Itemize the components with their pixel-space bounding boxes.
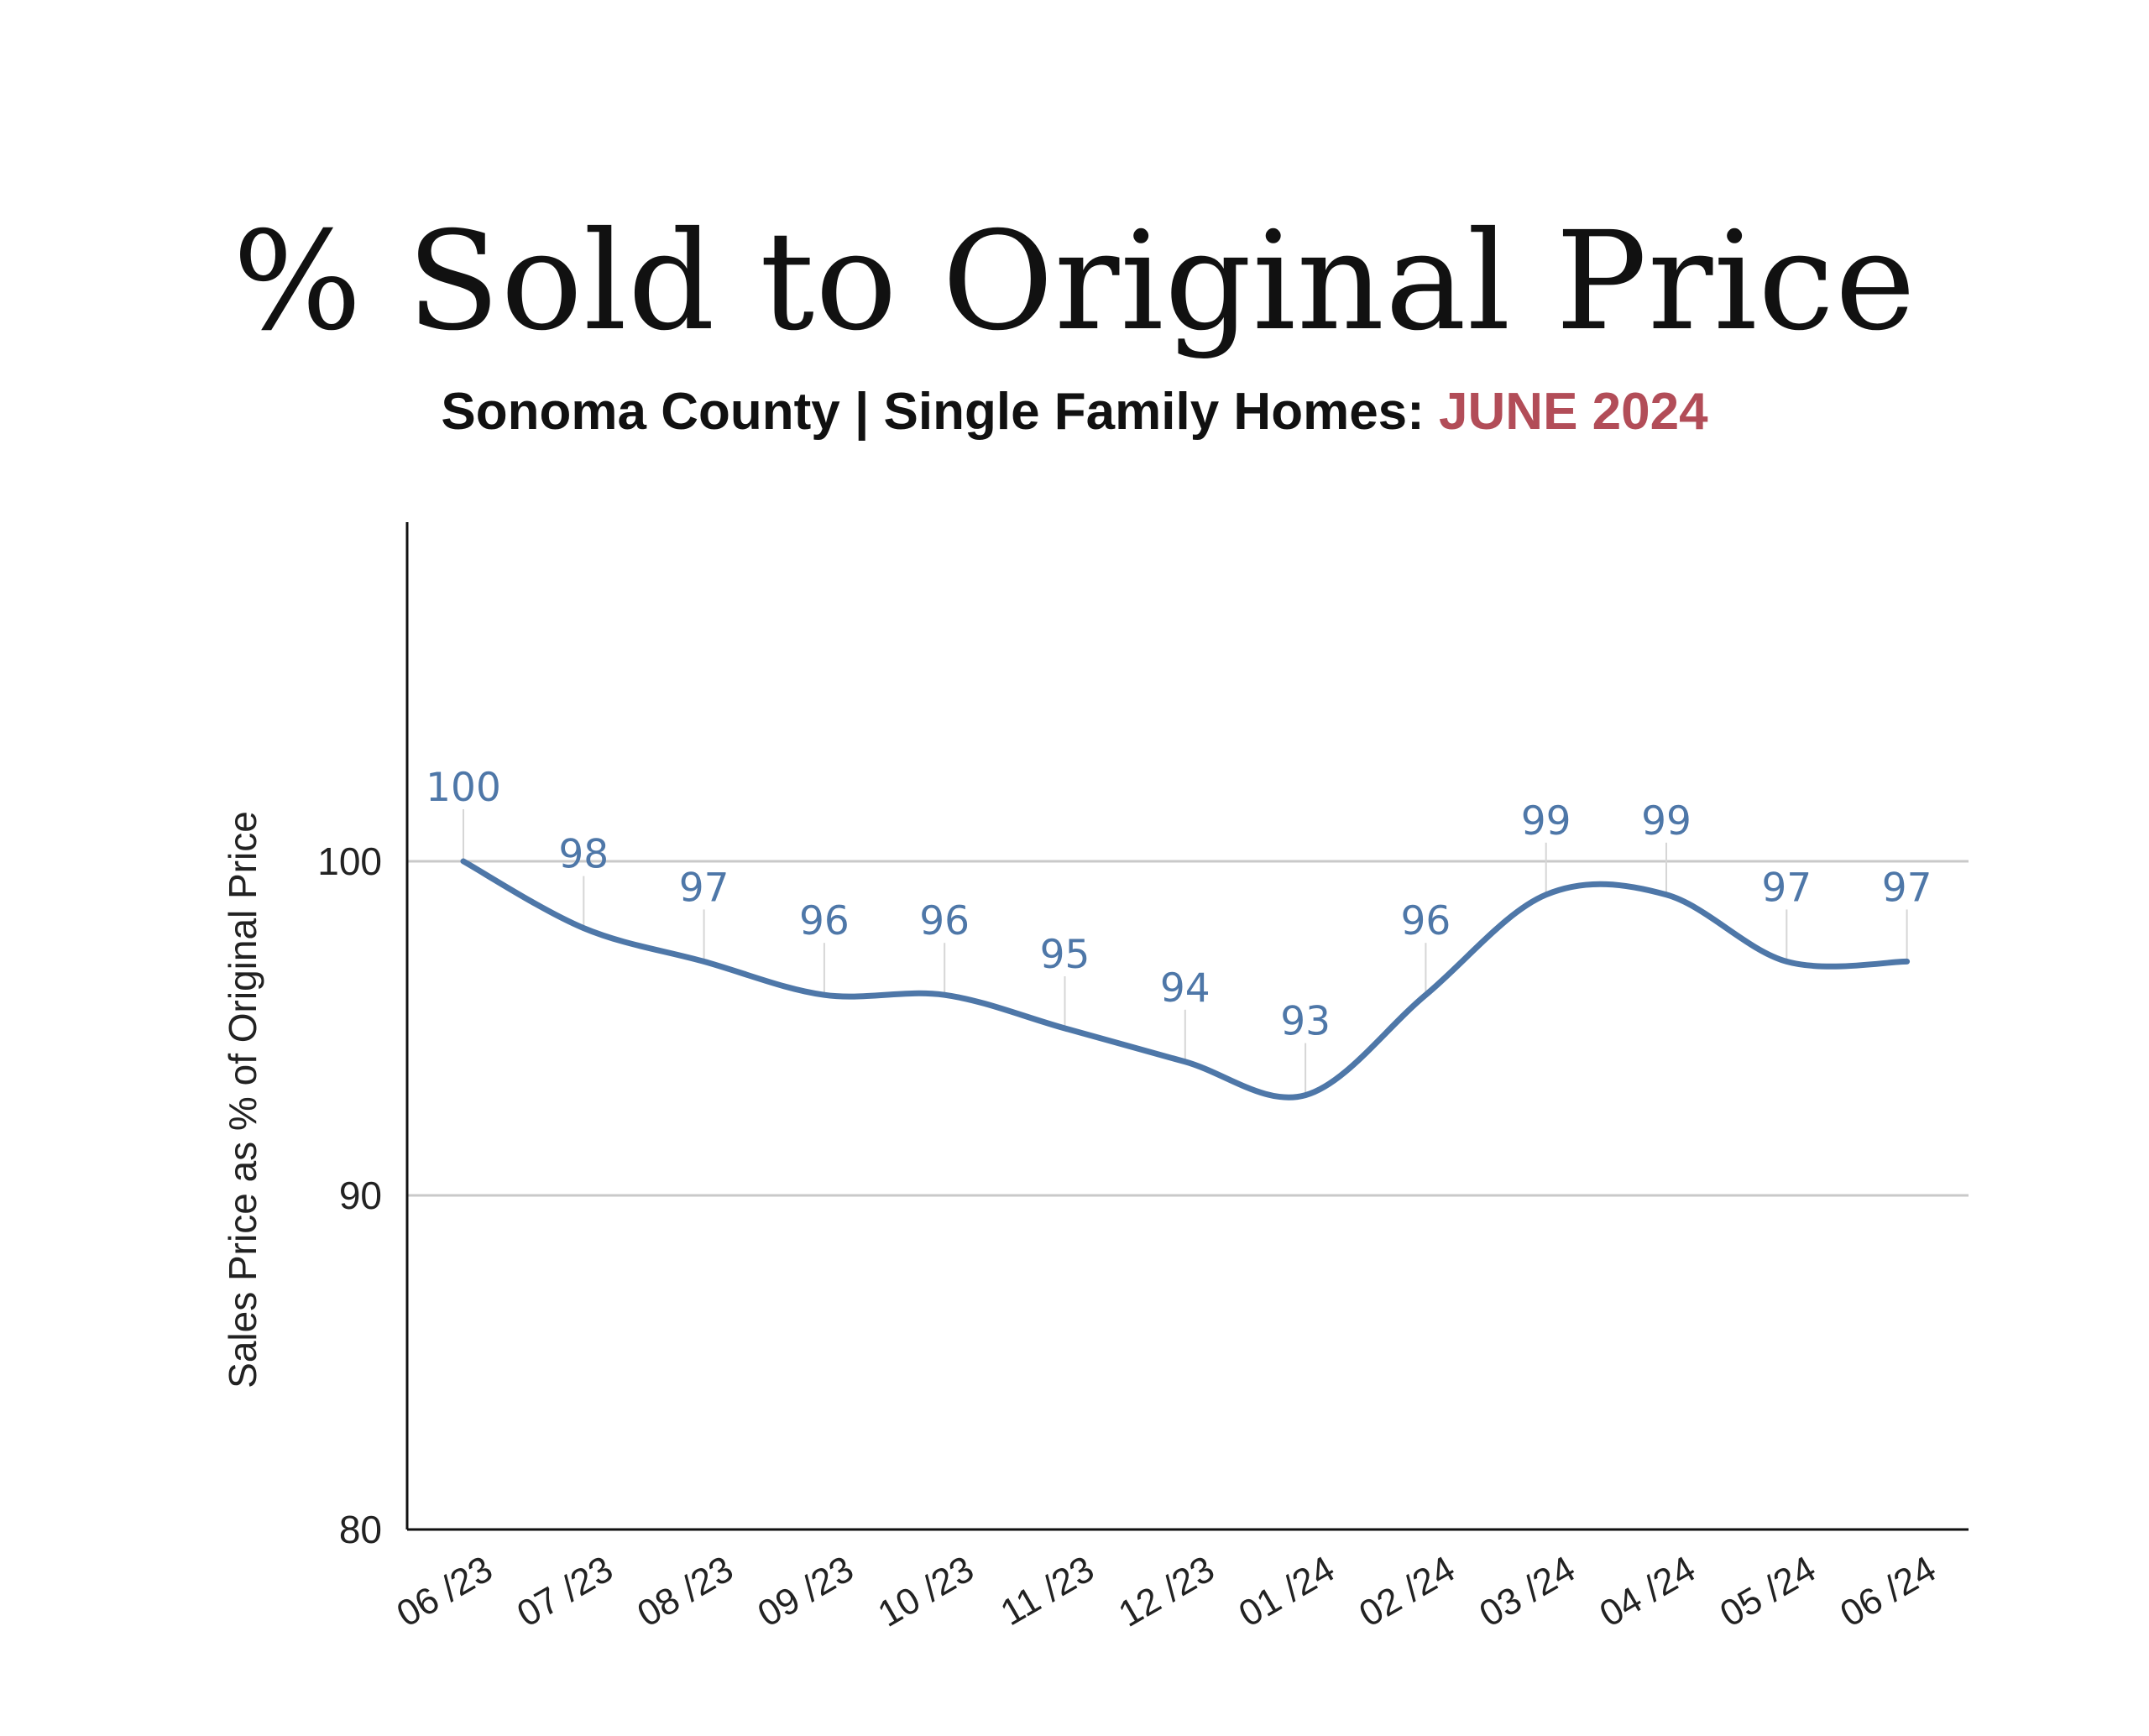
data-labels: 100 98 97 96 96 95 94 93 96 99 99 97 97 bbox=[426, 765, 1932, 1045]
data-label: 97 bbox=[1761, 865, 1812, 911]
gridlines bbox=[407, 860, 1969, 1197]
x-tick-label: 01 /24 bbox=[1232, 1548, 1341, 1635]
x-tick-label: 07 /23 bbox=[510, 1548, 620, 1635]
subtitle-region: Sonoma County | Single Family Homes: bbox=[441, 383, 1425, 441]
page-title: % Sold to Original Price bbox=[233, 203, 1916, 361]
data-label: 95 bbox=[1040, 932, 1090, 978]
y-tick-labels: 80 90 100 bbox=[317, 839, 382, 1551]
x-tick-label: 08 /23 bbox=[630, 1548, 740, 1635]
data-label: 94 bbox=[1160, 965, 1210, 1012]
data-label: 100 bbox=[426, 765, 501, 811]
x-tick-label: 09 /23 bbox=[750, 1548, 860, 1635]
y-tick-label: 80 bbox=[339, 1508, 382, 1551]
label-leaders bbox=[463, 809, 1908, 1095]
y-tick-label: 90 bbox=[339, 1174, 382, 1217]
data-label: 96 bbox=[1400, 898, 1451, 944]
y-tick-label: 100 bbox=[317, 839, 382, 883]
data-label: 99 bbox=[1521, 798, 1571, 844]
data-label: 96 bbox=[919, 898, 970, 944]
data-label: 97 bbox=[1882, 865, 1932, 911]
data-label: 96 bbox=[799, 898, 850, 944]
x-tick-label: 05 /24 bbox=[1713, 1548, 1822, 1635]
x-tick-label: 11 /23 bbox=[994, 1548, 1101, 1634]
x-tick-label: 03 /24 bbox=[1472, 1548, 1582, 1635]
data-label: 97 bbox=[679, 865, 729, 911]
series-line bbox=[460, 858, 1911, 1101]
x-tick-label: 04 /24 bbox=[1593, 1548, 1702, 1635]
page-subtitle: Sonoma County | Single Family Homes: JUN… bbox=[0, 386, 2149, 438]
x-tick-label: 02 /24 bbox=[1352, 1548, 1461, 1635]
data-label: 93 bbox=[1280, 999, 1331, 1045]
subtitle-period: JUNE 2024 bbox=[1439, 383, 1708, 441]
x-tick-labels: 06 /23 07 /23 08 /23 09 /23 10 /23 11 /23 12 /… bbox=[390, 1548, 1943, 1635]
x-tick-label: 06 /24 bbox=[1833, 1548, 1942, 1635]
x-tick-label: 12 /23 bbox=[1111, 1548, 1221, 1635]
x-tick-label: 10 /23 bbox=[871, 1548, 980, 1635]
data-label: 99 bbox=[1641, 798, 1691, 844]
y-axis-title: Sales Price as % of Original Price bbox=[221, 811, 264, 1388]
x-tick-label: 06 /23 bbox=[390, 1548, 499, 1635]
data-label: 98 bbox=[558, 832, 609, 878]
